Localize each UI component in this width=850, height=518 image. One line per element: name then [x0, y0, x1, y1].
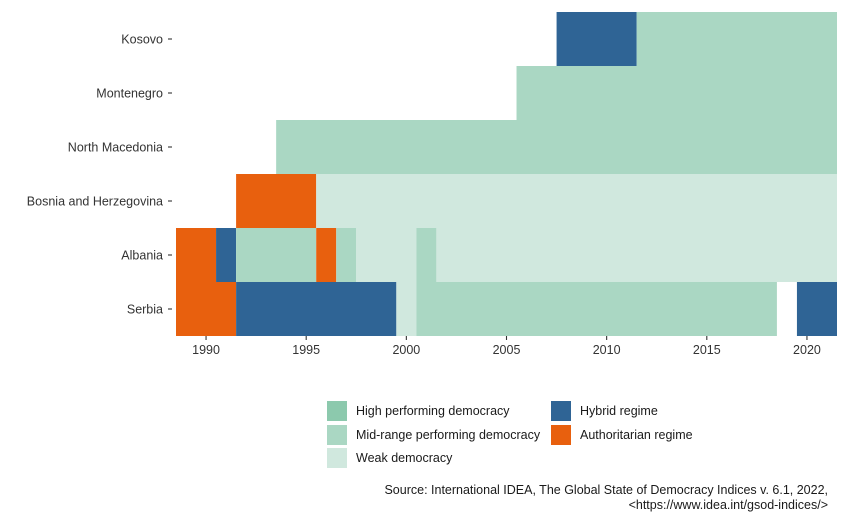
cell-albania-1997-1997 [336, 228, 357, 282]
legend-item-authoritarian-regime: Authoritarian regime [551, 425, 693, 445]
x-tick-label-2010: 2010 [593, 343, 621, 357]
cell-albania-1992-1995 [236, 228, 317, 282]
x-tick-label-1995: 1995 [292, 343, 320, 357]
legend-label: Mid-range performing democracy [356, 428, 541, 442]
x-tick-label-2000: 2000 [392, 343, 420, 357]
legend-swatch [551, 401, 571, 421]
cell-albania-1991-1991 [216, 228, 237, 282]
y-tick-label-kosovo: Kosovo [121, 33, 163, 47]
legend-swatch [327, 425, 347, 445]
cell-albania-2001-2001 [416, 228, 437, 282]
legend-label: Hybrid regime [580, 404, 658, 418]
x-tick-label-2020: 2020 [793, 343, 821, 357]
cell-montenegro-2006-2021 [516, 66, 837, 120]
legend-item-mid-range-performing-democracy: Mid-range performing democracy [327, 425, 540, 445]
source-line-2: <https://www.idea.int/gsod-indices/> [628, 498, 828, 512]
cell-serbia-1989-1991 [176, 282, 237, 336]
y-tick-label-albania: Albania [121, 249, 163, 263]
heatmap-cells [176, 12, 838, 336]
y-tick-label-bosnia-and-herzegovina: Bosnia and Herzegovina [27, 195, 163, 209]
legend-item-weak-democracy: Weak democracy [327, 448, 452, 468]
cell-bosnia-and-herzegovina-1996-2021 [316, 174, 837, 228]
cell-serbia-2001-2018 [416, 282, 777, 336]
source-line-1: Source: International IDEA, The Global S… [384, 483, 828, 497]
x-tick-label-2015: 2015 [693, 343, 721, 357]
cell-serbia-2020-2021 [796, 282, 837, 336]
legend-label: Authoritarian regime [580, 428, 693, 442]
y-tick-label-north-macedonia: North Macedonia [68, 141, 163, 155]
legend-swatch [551, 425, 571, 445]
cell-albania-1996-1996 [316, 228, 337, 282]
y-tick-label-serbia: Serbia [127, 303, 163, 317]
x-tick-label-1990: 1990 [192, 343, 220, 357]
cell-north-macedonia-1994-2021 [276, 120, 838, 174]
legend-item-hybrid-regime: Hybrid regime [551, 401, 658, 421]
legend-swatch [327, 448, 347, 468]
y-axis: Kosovo Montenegro North Macedonia Bosnia an… [27, 33, 172, 317]
legend-label: High performing democracy [356, 404, 510, 418]
legend-item-high-performing-democracy: High performing democracy [327, 401, 510, 421]
cell-albania-1989-1990 [176, 228, 217, 282]
cell-kosovo-2012-2021 [636, 12, 837, 66]
legend: High performing democracy Mid-range perf… [327, 401, 727, 471]
y-tick-label-montenegro: Montenegro [96, 87, 163, 101]
source-note: Source: International IDEA, The Global S… [384, 483, 828, 513]
legend-label: Weak democracy [356, 451, 453, 465]
x-axis: 1990 1995 2000 2005 2010 2015 2020 [192, 336, 821, 357]
cell-serbia-2000-2000 [396, 282, 417, 336]
x-tick-label-2005: 2005 [493, 343, 521, 357]
cell-bosnia-and-herzegovina-1992-1995 [236, 174, 317, 228]
legend-swatch [327, 401, 347, 421]
cell-kosovo-2008-2011 [556, 12, 637, 66]
cell-albania-2002-2021 [436, 228, 837, 282]
cell-serbia-1992-1999 [236, 282, 397, 336]
regime-heatmap-chart: Kosovo Montenegro North Macedonia Bosnia an… [27, 12, 838, 357]
cell-albania-1998-2000 [356, 228, 417, 282]
